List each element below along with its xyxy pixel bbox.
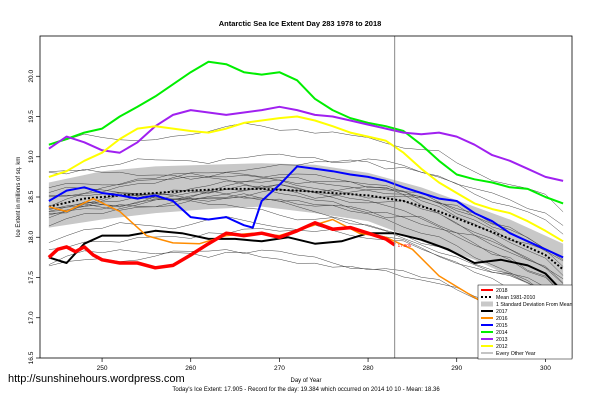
other-year-line — [48, 175, 564, 296]
y-tick-label: 18.0 — [28, 231, 35, 244]
other-year-line — [48, 188, 564, 262]
legend-label: 1 Standard Deviation From Mean — [496, 302, 573, 308]
legend-box — [477, 284, 573, 360]
legend-label: 2012 — [496, 344, 508, 350]
legend-label: 2013 — [496, 337, 508, 343]
other-year-line — [48, 193, 564, 283]
std-dev-band — [48, 163, 564, 301]
series-line-2012 — [48, 115, 564, 243]
series-lines — [47, 60, 564, 341]
x-tick-label: 250 — [97, 365, 108, 372]
other-year-line — [48, 228, 564, 305]
other-year-line — [48, 153, 564, 235]
legend-label: 2018 — [496, 288, 508, 294]
other-year-line — [48, 249, 564, 333]
series-line-2017 — [48, 229, 564, 293]
y-axis: 16.5 17.0 17.5 18.0 18.5 19.0 19.5 20.0 — [28, 70, 40, 364]
series-line-2013 — [48, 105, 564, 182]
other-year-line — [48, 172, 564, 276]
other-year-line — [48, 200, 564, 299]
other-year-line — [48, 186, 564, 306]
y-tick-label: 16.5 — [28, 351, 35, 364]
x-tick-label: 290 — [451, 365, 462, 372]
x-tick-label: 260 — [185, 365, 196, 372]
x-axis-label: Day of Year — [290, 378, 321, 384]
series-line-mean-1981-2010 — [48, 187, 564, 271]
legend-label: 2017 — [496, 309, 508, 315]
series-line-2018 — [47, 221, 396, 270]
legend-label: 2015 — [496, 323, 508, 329]
other-year-line — [48, 185, 564, 295]
legend-label: 2016 — [496, 316, 508, 322]
y-tick-label: 20.0 — [28, 70, 35, 83]
x-axis: 250 260 270 280 290 300 — [97, 358, 551, 372]
other-year-line — [48, 159, 564, 226]
series-line-2014 — [48, 60, 564, 205]
watermark-url: http://sunshinehours.wordpress.com — [8, 373, 185, 385]
x-tick-label: 270 — [274, 365, 285, 372]
y-axis-label: Ice Extent in millions of sq. km — [16, 157, 22, 238]
other-years-lines — [48, 122, 564, 348]
y-tick-label: 17.5 — [28, 271, 35, 284]
legend-label: Mean 1981-2010 — [496, 295, 535, 301]
legend-label: 2014 — [496, 330, 508, 336]
y-tick-label: 17.0 — [28, 311, 35, 324]
footer-stats: Today's Ice Extent: 17.905 - Record for … — [172, 387, 440, 393]
other-year-line — [48, 179, 564, 267]
x-tick-label: 280 — [363, 365, 374, 372]
legend-swatch — [481, 301, 493, 307]
other-year-line — [48, 169, 564, 280]
legend-label: Every Other Year — [496, 351, 536, 357]
other-year-line — [48, 122, 564, 213]
x-tick-label: 300 — [540, 365, 551, 372]
y-tick-label: 18.5 — [28, 190, 35, 203]
chart-title: Antarctic Sea Ice Extent Day 283 1978 to… — [219, 19, 382, 28]
std-dev-band-area — [48, 163, 564, 301]
y-tick-label: 19.0 — [28, 150, 35, 163]
y-tick-label: 19.5 — [28, 110, 35, 123]
today-value-label: 17.905 — [398, 243, 412, 248]
series-line-2015 — [48, 165, 564, 259]
